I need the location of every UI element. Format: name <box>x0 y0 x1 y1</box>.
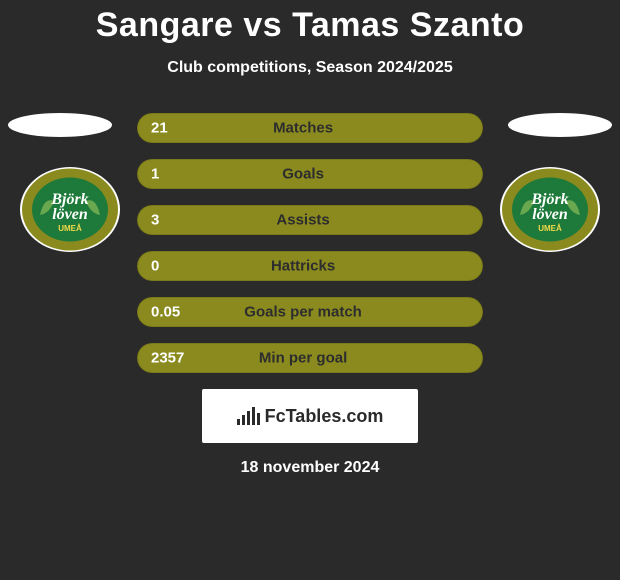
stat-bar: 2357 Min per goal <box>137 343 483 373</box>
stat-bar-label: Assists <box>276 212 329 229</box>
stat-bar-value: 3 <box>151 212 159 229</box>
player-avatar-right <box>508 113 612 137</box>
club-left-text-bottom: UMEÅ <box>58 224 82 233</box>
footer-brand-box: FcTables.com <box>202 389 418 443</box>
page-title: Sangare vs Tamas Szanto <box>0 0 620 45</box>
stat-bars: 21 Matches 1 Goals 3 Assists 0 Hattricks 0.05 Goa… <box>137 113 483 373</box>
stat-bar: 3 Assists <box>137 205 483 235</box>
club-logo-right-inner: Björk löven UMEÅ <box>500 167 600 252</box>
fctables-icon <box>237 407 261 425</box>
stat-bar: 0 Hattricks <box>137 251 483 281</box>
main-area: Björk löven UMEÅ Björk löven UMEÅ 21M <box>0 113 620 373</box>
club-logo-left: Björk löven UMEÅ <box>20 167 120 252</box>
stat-bar-value: 1 <box>151 166 159 183</box>
stat-bar-value: 0.05 <box>151 304 180 321</box>
stat-bar: 0.05 Goals per match <box>137 297 483 327</box>
stat-bar-label: Matches <box>273 120 333 137</box>
club-left-text-mid: löven <box>52 206 88 223</box>
stat-bar: 21 Matches <box>137 113 483 143</box>
stat-bar-label: Goals <box>282 166 324 183</box>
stat-bar-label: Hattricks <box>271 258 335 275</box>
stat-bar: 1 Goals <box>137 159 483 189</box>
player-avatar-left <box>8 113 112 137</box>
stat-bar-value: 21 <box>151 120 168 137</box>
stat-bar-value: 0 <box>151 258 159 275</box>
club-right-text-bottom: UMEÅ <box>538 224 562 233</box>
club-logo-left-inner: Björk löven UMEÅ <box>20 167 120 252</box>
footer-brand-text: FcTables.com <box>265 406 384 427</box>
date-text: 18 november 2024 <box>0 459 620 477</box>
stat-bar-label: Min per goal <box>259 350 347 367</box>
subtitle: Club competitions, Season 2024/2025 <box>0 59 620 77</box>
infographic-root: Sangare vs Tamas Szanto Club competition… <box>0 0 620 580</box>
stat-bar-value: 2357 <box>151 350 184 367</box>
club-logo-right: Björk löven UMEÅ <box>500 167 600 252</box>
club-right-text-mid: löven <box>532 206 568 223</box>
stat-bar-label: Goals per match <box>244 304 362 321</box>
